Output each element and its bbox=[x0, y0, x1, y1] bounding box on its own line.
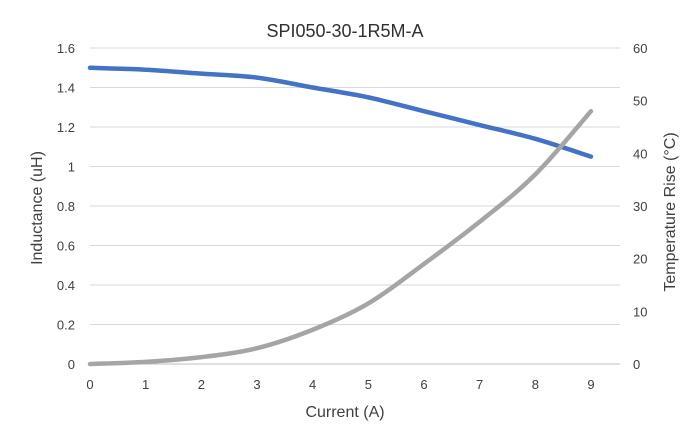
x-tick-label: 8 bbox=[532, 377, 539, 392]
x-tick-label: 2 bbox=[198, 377, 205, 392]
y2-axis-title: Temperature Rise (°C) bbox=[662, 132, 679, 291]
temperature-rise-line bbox=[87, 108, 594, 367]
y2-tick-label: 10 bbox=[633, 304, 647, 319]
x-tick-labels: 0 1 2 3 4 5 6 7 8 9 bbox=[86, 377, 594, 392]
inductance-line bbox=[87, 65, 594, 159]
x-tick-label: 0 bbox=[86, 377, 93, 392]
chart-title: SPI050-30-1R5M-A bbox=[266, 21, 423, 41]
y2-tick-labels: 0 10 20 30 40 50 60 bbox=[633, 41, 647, 372]
y2-tick-label: 30 bbox=[633, 199, 647, 214]
y-tick-label: 0 bbox=[68, 357, 75, 372]
x-tick-label: 4 bbox=[309, 377, 316, 392]
x-tick-label: 1 bbox=[142, 377, 149, 392]
x-tick-label: 5 bbox=[365, 377, 372, 392]
x-axis-title: Current (A) bbox=[305, 404, 384, 421]
y-tick-labels: 0 0.2 0.4 0.6 0.8 1 1.2 1.4 1.6 bbox=[57, 41, 75, 372]
y-tick-label: 0.2 bbox=[57, 318, 75, 333]
x-tick-label: 6 bbox=[420, 377, 427, 392]
y-tick-label: 1.4 bbox=[57, 81, 75, 96]
y-axis-title: Inductance (uH) bbox=[29, 151, 46, 265]
y-tick-label: 0.6 bbox=[57, 239, 75, 254]
gridlines bbox=[90, 47, 620, 365]
y2-tick-label: 40 bbox=[633, 146, 647, 161]
y-tick-label: 0.4 bbox=[57, 278, 75, 293]
y-tick-label: 1 bbox=[68, 160, 75, 175]
y2-tick-label: 60 bbox=[633, 41, 647, 56]
y-tick-label: 0.8 bbox=[57, 199, 75, 214]
y-tick-label: 1.6 bbox=[57, 41, 75, 56]
x-tick-label: 9 bbox=[587, 377, 594, 392]
y2-tick-label: 20 bbox=[633, 252, 647, 267]
x-tick-label: 7 bbox=[476, 377, 483, 392]
y-tick-label: 1.2 bbox=[57, 120, 75, 135]
x-tick-label: 3 bbox=[253, 377, 260, 392]
y2-tick-label: 0 bbox=[633, 357, 640, 372]
series-layer bbox=[87, 65, 594, 367]
y2-tick-label: 50 bbox=[633, 94, 647, 109]
